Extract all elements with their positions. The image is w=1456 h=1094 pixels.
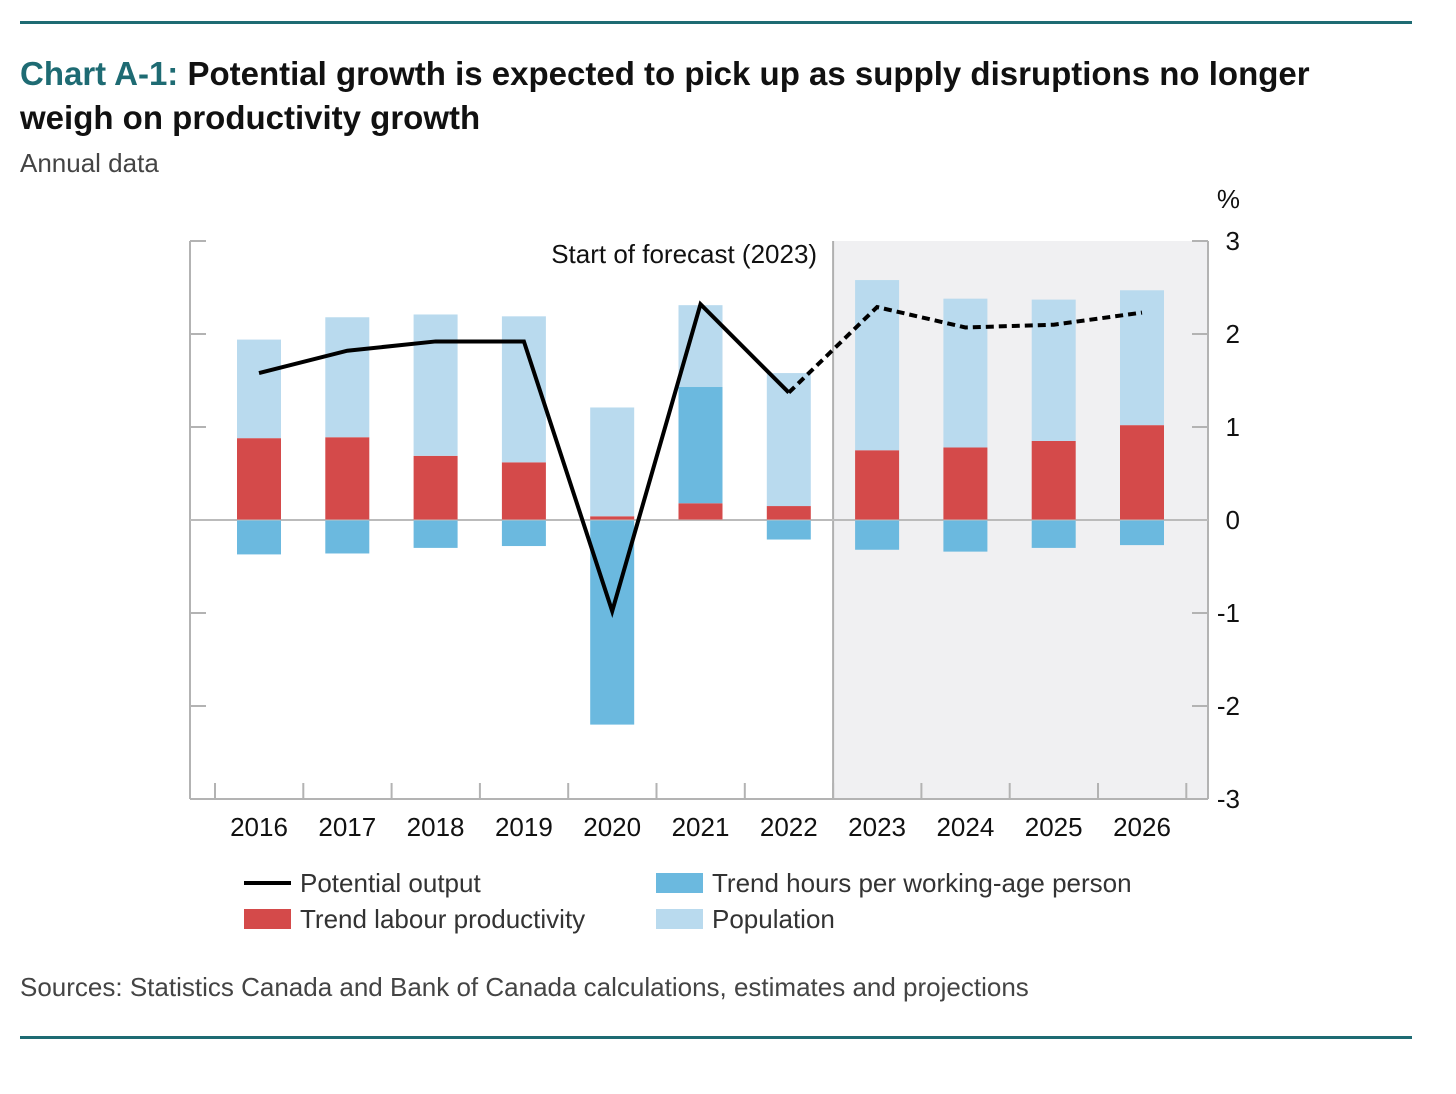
bar-population (237, 339, 281, 439)
y-tick-label: -2 (1217, 691, 1240, 721)
bar-population (590, 407, 635, 517)
bar-trend-labour-productivity (855, 450, 900, 520)
top-rule (20, 21, 1412, 24)
x-tick-label: 2019 (495, 812, 553, 842)
legend-label: Population (712, 904, 835, 934)
bar-trend-labour-productivity (413, 455, 458, 520)
x-tick-label: 2023 (848, 812, 906, 842)
bar-trend-hours (1031, 520, 1076, 548)
bar-trend-hours (943, 520, 988, 552)
chart-area: Start of forecast (2023) 3 2 1 0 -1 -2 -3% 2016 2… (189, 184, 1240, 934)
legend-label: Potential output (300, 868, 481, 898)
bar-trend-hours (855, 520, 900, 550)
x-tick-label: 2022 (760, 812, 818, 842)
bar-trend-labour-productivity (1031, 440, 1076, 520)
bar-population (943, 298, 988, 448)
bar-trend-hours (766, 520, 811, 540)
chart-title: Chart A-1: Potential growth is expected … (20, 52, 1400, 140)
legend-label: Trend hours per working-age person (712, 868, 1132, 898)
y-tick-label: 1 (1226, 412, 1240, 442)
bar-population (325, 317, 370, 438)
legend-swatch-productivity (244, 909, 291, 929)
forecast-label: Start of forecast (2023) (551, 239, 817, 269)
y-unit-label: % (1217, 184, 1240, 214)
bar-trend-labour-productivity (1120, 425, 1164, 520)
bar-trend-hours (501, 520, 546, 547)
bar-trend-labour-productivity (943, 447, 988, 520)
bar-trend-hours (678, 387, 723, 504)
x-tick-label: 2025 (1025, 812, 1083, 842)
y-tick-label: 2 (1226, 319, 1240, 349)
bar-population (413, 314, 458, 456)
bar-population (1120, 290, 1164, 426)
bar-trend-hours (325, 520, 370, 554)
legend-swatch-hours (656, 873, 703, 893)
bar-trend-labour-productivity (237, 438, 281, 520)
bar-trend-labour-productivity (325, 437, 370, 520)
x-tick-label: 2018 (407, 812, 465, 842)
bar-trend-labour-productivity (766, 506, 811, 520)
bar-trend-hours (1120, 520, 1164, 546)
y-tick-label: -1 (1217, 598, 1240, 628)
y-tick-label: 0 (1226, 505, 1240, 535)
x-tick-label: 2021 (672, 812, 730, 842)
source-note: Sources: Statistics Canada and Bank of C… (20, 972, 1029, 1002)
bar-population (766, 373, 811, 507)
legend-swatch-population (656, 909, 703, 929)
bar-trend-hours (237, 520, 281, 555)
x-tick-label: 2016 (230, 812, 288, 842)
y-tick-label: 3 (1226, 226, 1240, 256)
chart-title-text: Potential growth is expected to pick up … (20, 55, 1310, 136)
y-tick-label: -3 (1217, 784, 1240, 814)
bar-trend-labour-productivity (590, 516, 635, 520)
bar-trend-labour-productivity (501, 462, 546, 520)
x-tick-label: 2020 (583, 812, 641, 842)
x-tick-label: 2017 (318, 812, 376, 842)
x-tick-label: 2026 (1113, 812, 1171, 842)
bar-trend-hours (413, 520, 458, 548)
chart-subtitle: Annual data (20, 148, 159, 178)
bottom-rule (20, 1036, 1412, 1039)
chart-title-prefix: Chart A-1: (20, 55, 179, 92)
bar-trend-labour-productivity (678, 503, 723, 520)
legend-label: Trend labour productivity (300, 904, 585, 934)
x-tick-label: 2024 (936, 812, 994, 842)
